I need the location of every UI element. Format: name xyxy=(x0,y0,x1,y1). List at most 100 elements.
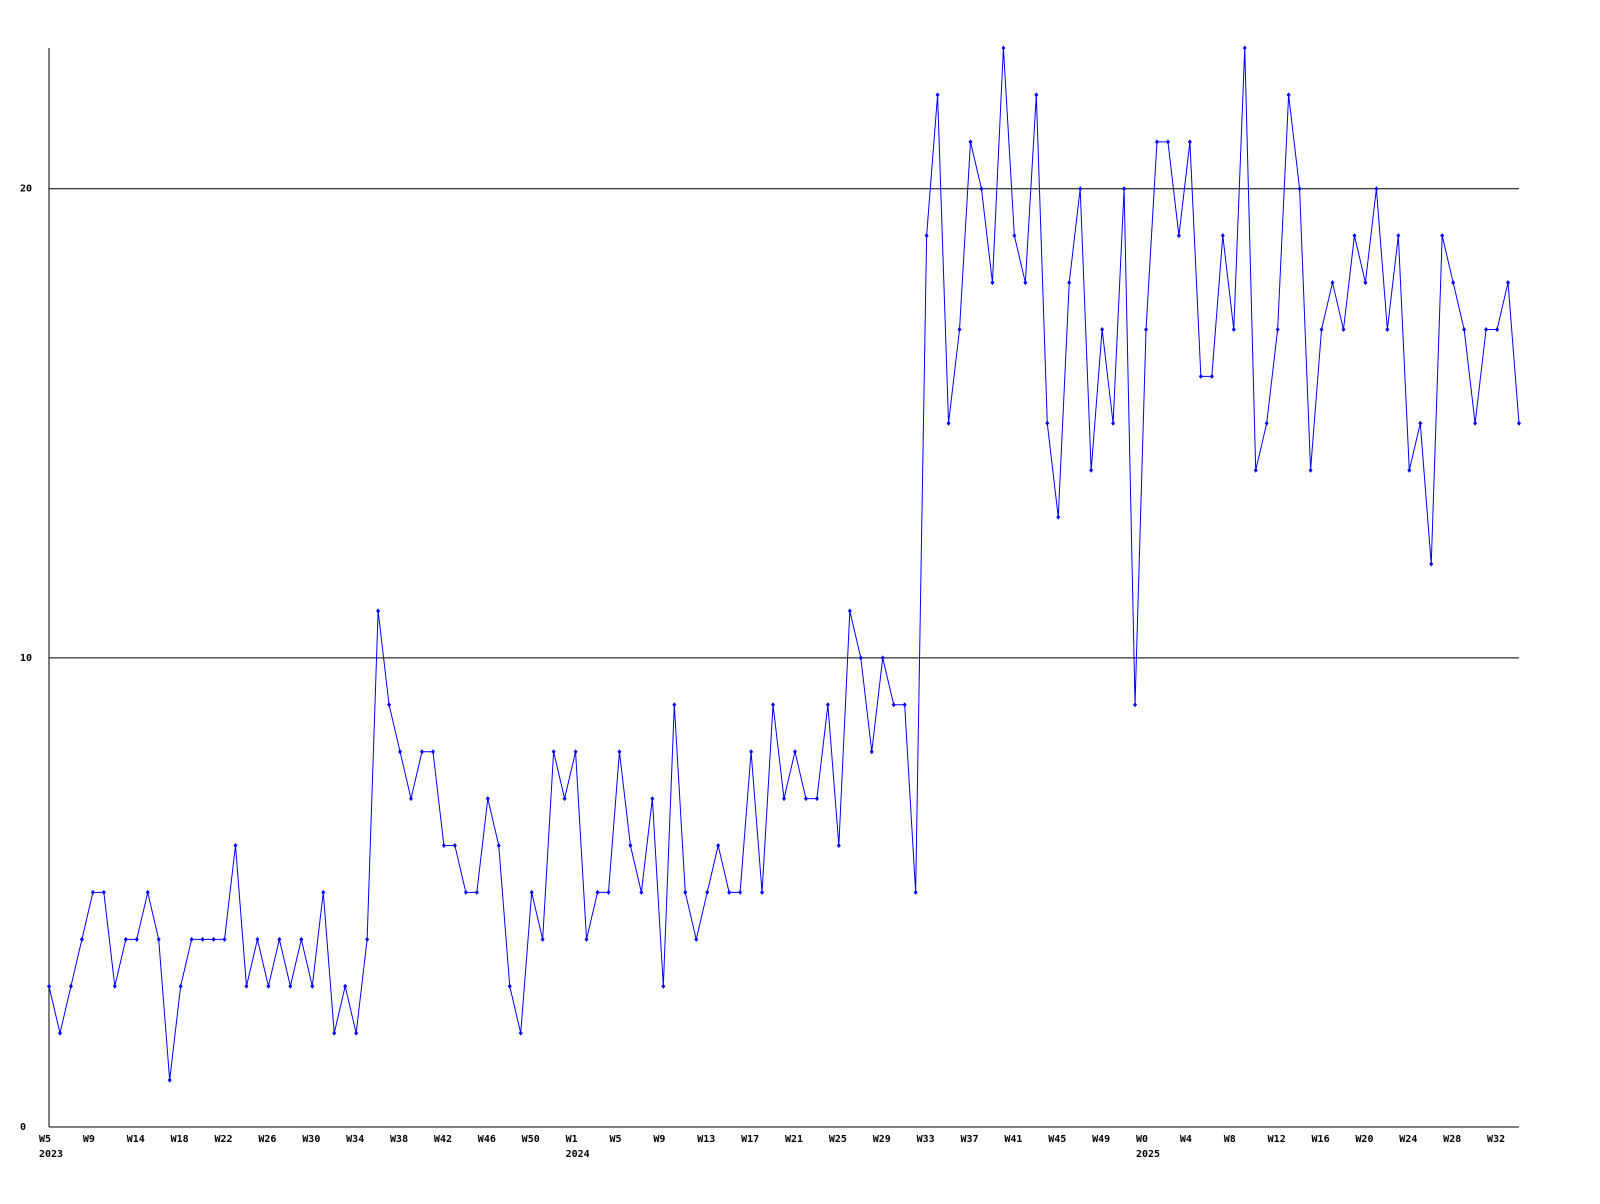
y-tick-label: 10 xyxy=(20,653,32,664)
x-tick-label: W1 xyxy=(566,1134,578,1145)
point xyxy=(222,936,227,942)
point xyxy=(650,796,655,802)
point xyxy=(1352,233,1357,239)
point xyxy=(332,1030,337,1036)
point xyxy=(365,936,370,942)
point xyxy=(1078,186,1083,192)
point xyxy=(814,796,819,802)
point xyxy=(419,749,424,755)
point xyxy=(683,889,688,895)
point xyxy=(1144,326,1149,332)
point xyxy=(902,702,907,708)
point xyxy=(387,702,392,708)
point xyxy=(233,843,238,849)
point xyxy=(1286,92,1291,98)
point xyxy=(1176,233,1181,239)
point xyxy=(189,936,194,942)
point xyxy=(47,983,51,989)
point xyxy=(376,608,381,614)
point xyxy=(1440,233,1445,239)
point xyxy=(474,889,479,895)
x-tick-label: W25 xyxy=(829,1134,847,1145)
point xyxy=(727,889,732,895)
point xyxy=(288,983,293,989)
point xyxy=(979,186,984,192)
point xyxy=(803,796,808,802)
x-tick-label: W49 xyxy=(1092,1134,1110,1145)
y-tick-label: 0 xyxy=(20,1122,26,1133)
point xyxy=(1220,233,1225,239)
point xyxy=(738,889,743,895)
point xyxy=(584,936,589,942)
point xyxy=(935,92,940,98)
year-label: 2025 xyxy=(1136,1149,1160,1160)
point xyxy=(1275,326,1280,332)
point xyxy=(178,983,183,989)
point xyxy=(1407,467,1412,473)
point xyxy=(1012,233,1017,239)
point xyxy=(1396,233,1401,239)
point xyxy=(1133,702,1138,708)
point xyxy=(1374,186,1379,192)
year-label: 2024 xyxy=(566,1149,590,1160)
point xyxy=(957,326,962,332)
point xyxy=(518,1030,523,1036)
point xyxy=(858,655,863,661)
point xyxy=(211,936,216,942)
x-tick-label: W46 xyxy=(478,1134,496,1145)
point xyxy=(145,889,150,895)
point xyxy=(409,796,414,802)
point xyxy=(1067,280,1072,286)
point xyxy=(869,749,874,755)
point xyxy=(1319,326,1324,332)
point xyxy=(595,889,600,895)
point xyxy=(277,936,282,942)
point xyxy=(694,936,699,942)
point xyxy=(463,889,468,895)
point xyxy=(156,936,161,942)
x-tick-label: W28 xyxy=(1443,1134,1461,1145)
point xyxy=(507,983,512,989)
point xyxy=(244,983,249,989)
point xyxy=(1341,326,1346,332)
x-tick-label: W14 xyxy=(127,1134,145,1145)
point xyxy=(628,843,633,849)
point xyxy=(946,420,951,426)
point xyxy=(68,983,73,989)
x-tick-label: W50 xyxy=(522,1134,540,1145)
point xyxy=(1122,186,1127,192)
point xyxy=(792,749,797,755)
point xyxy=(1308,467,1313,473)
x-tick-label: W33 xyxy=(917,1134,935,1145)
point xyxy=(123,936,128,942)
point xyxy=(1385,326,1390,332)
x-tick-label: W5 xyxy=(39,1134,51,1145)
point xyxy=(924,233,929,239)
point xyxy=(1242,45,1247,51)
point xyxy=(255,936,260,942)
point xyxy=(705,889,710,895)
x-tick-label: W38 xyxy=(390,1134,408,1145)
point xyxy=(101,889,106,895)
point xyxy=(836,843,841,849)
x-tick-label: W21 xyxy=(785,1134,803,1145)
point xyxy=(321,889,326,895)
point xyxy=(1429,561,1434,567)
point xyxy=(452,843,457,849)
y-tick-label: 20 xyxy=(20,184,32,195)
point xyxy=(1363,280,1368,286)
point xyxy=(1111,420,1116,426)
point xyxy=(1100,326,1105,332)
point xyxy=(1517,420,1521,426)
point xyxy=(1495,326,1500,332)
point xyxy=(639,889,644,895)
x-tick-label: W42 xyxy=(434,1134,452,1145)
point xyxy=(112,983,117,989)
point xyxy=(847,608,852,614)
x-tick-label: W30 xyxy=(302,1134,320,1145)
point xyxy=(1034,92,1039,98)
point xyxy=(1165,139,1170,145)
point xyxy=(1330,280,1335,286)
point xyxy=(551,749,556,755)
x-tick-label: W8 xyxy=(1224,1134,1236,1145)
